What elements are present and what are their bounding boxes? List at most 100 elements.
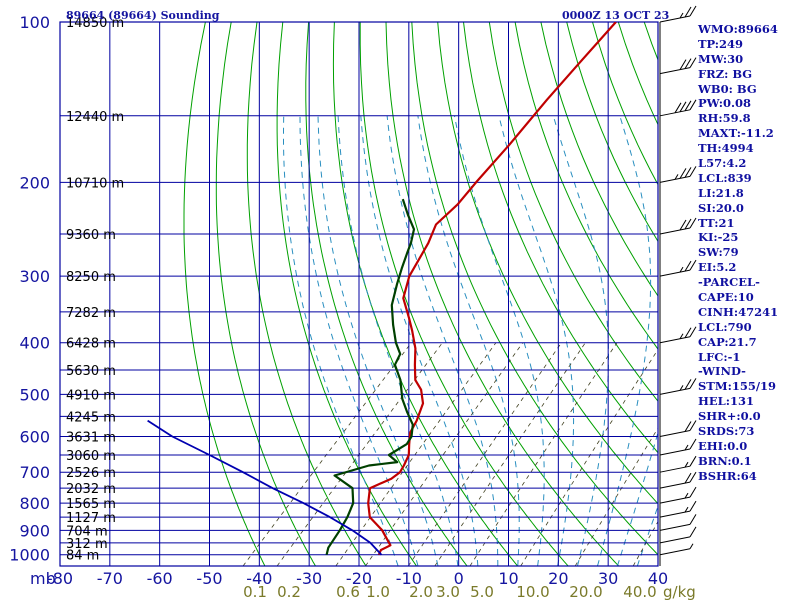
mixing-ratio-label: 0.1 xyxy=(243,583,267,600)
mixing-ratio-line xyxy=(434,342,586,566)
temperature-tick-label: -20 xyxy=(346,569,372,588)
wind-barb-half-flag xyxy=(684,506,689,513)
wind-barb xyxy=(659,378,697,395)
parcel-line xyxy=(147,419,383,556)
stat-line: TH:4994 xyxy=(698,141,754,156)
plot-frame xyxy=(59,21,659,567)
temperature-tick-label: -80 xyxy=(47,569,73,588)
grid-lines xyxy=(59,21,659,567)
dry-adiabats xyxy=(183,22,658,566)
wind-barb-flag xyxy=(689,217,697,229)
stat-line: LFC:-1 xyxy=(698,349,741,364)
stat-line: L57:4.2 xyxy=(698,156,747,171)
temperature-tick-label: 20 xyxy=(548,569,568,588)
wind-barb xyxy=(659,326,697,344)
stat-line: EHI:0.0 xyxy=(698,438,748,453)
wind-barb-half-flag xyxy=(674,174,679,180)
mixing-ratio-label: 3.0 xyxy=(436,583,460,600)
stat-line: BSHR:64 xyxy=(698,468,757,483)
wind-barb-flag xyxy=(689,486,697,498)
wind-barb-flag xyxy=(679,219,687,231)
stat-line: -WIND- xyxy=(698,364,746,379)
mixing-ratio-line xyxy=(574,427,658,566)
stat-line: TP:249 xyxy=(698,36,744,51)
dry-adiabat xyxy=(276,22,417,566)
mixing-ratio-label: 5.0 xyxy=(470,583,494,600)
stat-line: -PARCEL- xyxy=(698,275,760,290)
pressure-tick-label: 500 xyxy=(19,385,50,404)
mixing-ratio-unit: g/kg xyxy=(663,583,696,600)
pressure-tick-label: 600 xyxy=(19,428,50,447)
dry-adiabat xyxy=(305,22,468,566)
height-label: 2526 m xyxy=(66,466,116,481)
wind-barb-half-flag xyxy=(684,461,689,468)
wind-barb-flag xyxy=(679,59,687,70)
dry-adiabat xyxy=(463,22,658,454)
dry-adiabat xyxy=(514,22,658,350)
height-label: 5630 m xyxy=(66,364,116,379)
stat-line: LCL:790 xyxy=(698,319,752,334)
wind-barb xyxy=(659,514,697,531)
wind-barb-half-flag xyxy=(684,492,689,499)
wind-barb-flag xyxy=(689,5,697,17)
pressure-axis-unit-label: mb xyxy=(30,569,56,588)
wind-barb-half-flag xyxy=(679,12,684,19)
wind-barb-half-flag xyxy=(689,543,694,549)
wind-barb-flag xyxy=(689,514,697,525)
wind-barb xyxy=(659,455,697,473)
stats-panel: WMO:89664 TP:249 MW:30 FRZ: BG WB0: BG PW:0.0… xyxy=(698,22,800,484)
height-label: 7282 m xyxy=(66,306,116,321)
height-label: 9360 m xyxy=(66,228,116,243)
stat-line: MAXT:-11.2 xyxy=(698,126,774,141)
mixing-ratio-label: 10.0 xyxy=(516,583,549,600)
stat-line: FRZ: BG xyxy=(698,66,753,81)
stat-line: KI:-25 xyxy=(698,230,739,245)
wind-barb-flag xyxy=(684,167,692,178)
stat-line: HEL:131 xyxy=(698,394,754,409)
height-label: 1565 m xyxy=(66,497,116,512)
stat-line: EI:5.2 xyxy=(698,260,737,275)
wind-barb-flag xyxy=(679,168,687,179)
wind-barb-flag xyxy=(684,327,692,338)
wind-barb-flag xyxy=(689,378,697,389)
mixing-ratio-line xyxy=(242,342,412,566)
wind-barb-flag xyxy=(684,218,692,230)
wind-barb xyxy=(659,526,697,544)
wind-barb-half-flag xyxy=(679,385,684,391)
height-label: 1127 m xyxy=(66,511,116,526)
temperature-tick-label: 0 xyxy=(454,569,464,588)
sounding-profiles xyxy=(147,22,617,556)
dewpoint-line xyxy=(325,198,416,555)
dry-adiabat xyxy=(359,22,569,566)
wind-barb-flag xyxy=(689,99,697,111)
wind-barb-flag xyxy=(689,166,697,177)
stat-line: MW:30 xyxy=(698,51,744,66)
wind-barb-shaft xyxy=(659,548,691,556)
wind-barb-flag xyxy=(674,102,682,114)
dry-adiabat xyxy=(488,22,658,402)
temperature-tick-label: 40 xyxy=(648,569,668,588)
stat-line: WB0: BG xyxy=(698,81,757,96)
mixing-ratio-line xyxy=(407,342,562,566)
wind-barb-flag xyxy=(689,420,697,431)
wind-barb xyxy=(659,420,697,438)
mixing-ratio-label: 2.0 xyxy=(409,583,433,600)
wind-barb xyxy=(659,438,697,456)
pressure-tick-label: 700 xyxy=(19,463,50,482)
mixing-ratio-line xyxy=(335,342,497,566)
wind-barb-flag xyxy=(689,438,697,450)
wind-barb-flag xyxy=(684,260,692,272)
temperature-tick-label: -50 xyxy=(196,569,222,588)
stat-line: TT:21 xyxy=(698,215,735,230)
wind-barb xyxy=(659,217,697,235)
wind-barb-flag xyxy=(689,526,697,538)
stat-line: CAP:21.7 xyxy=(698,334,757,349)
stat-line: CINH:47241 xyxy=(698,304,779,319)
dry-adiabat xyxy=(215,22,316,566)
pressure-tick-label: 300 xyxy=(19,267,50,286)
stat-line: SRDS:73 xyxy=(698,424,755,439)
stat-line: WMO:89664 xyxy=(698,22,778,36)
wind-barb-half-flag xyxy=(679,266,684,273)
